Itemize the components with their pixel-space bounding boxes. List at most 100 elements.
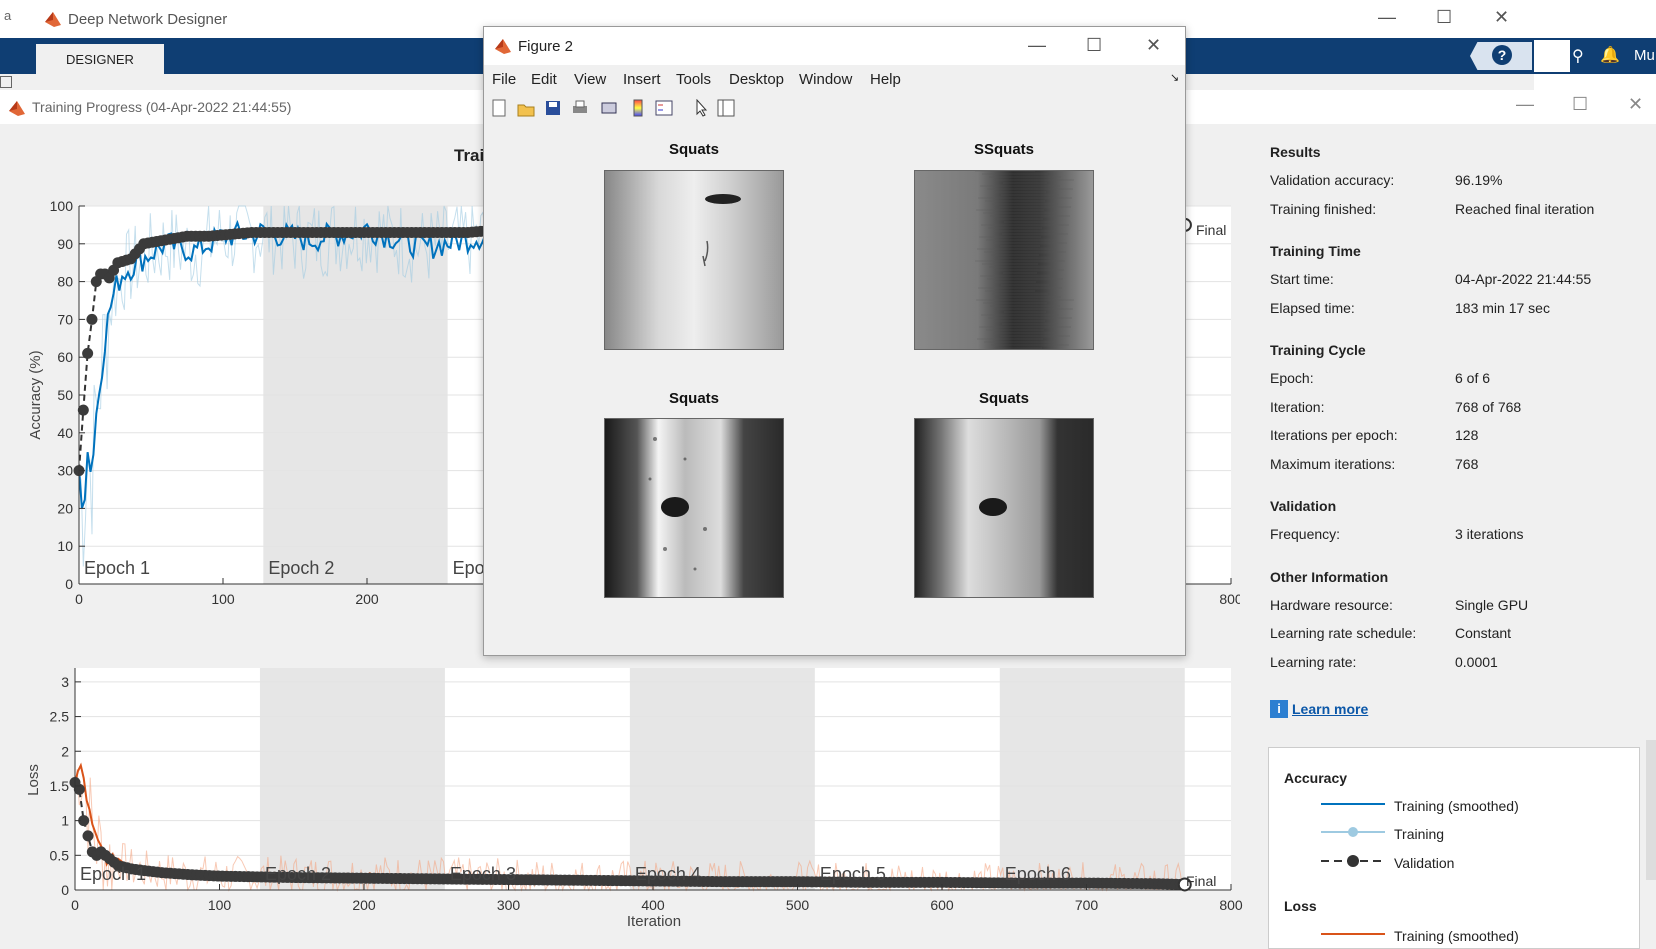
matlab-logo-icon [45,12,61,27]
maximize-icon[interactable]: ☐ [1572,94,1589,114]
legend-accuracy-heading: Accuracy [1284,770,1348,786]
legend-training: Training [1394,826,1445,842]
results-value: Constant [1455,625,1512,641]
maximize-icon[interactable]: ☐ [1436,7,1453,27]
x-tick-label: 700 [1075,897,1099,913]
results-value: 128 [1455,427,1479,443]
validation-point [73,783,85,795]
results-value: 96.19% [1455,172,1503,188]
menu-edit[interactable]: Edit [531,71,557,88]
epoch-label: Epoch 3 [450,864,516,884]
y-tick-label: 70 [57,311,73,327]
menu-tools[interactable]: Tools [676,71,712,88]
minimize-icon[interactable]: — [1378,7,1396,27]
legend-training-smoothed: Training (smoothed) [1394,798,1519,814]
menu-view[interactable]: View [574,71,607,88]
results-label: Iterations per epoch: [1270,427,1398,443]
scrollbar[interactable] [1646,740,1656,880]
maximize-icon[interactable]: ☐ [1086,35,1103,55]
y-tick-label: 40 [57,425,73,441]
y-tick-label: 0.5 [50,847,70,863]
close-icon[interactable]: ✕ [1494,7,1510,27]
rail-image-1 [604,170,784,350]
legend-loss-training-smoothed: Training (smoothed) [1394,928,1519,944]
y-tick-label: 90 [57,236,73,252]
help-button[interactable]: ? [1470,42,1532,70]
results-heading: Validation [1270,498,1337,514]
pointer-icon[interactable] [692,99,710,117]
accuracy-ylabel: Accuracy (%) [27,350,44,439]
minimize-icon[interactable]: — [1028,35,1046,55]
y-tick-label: 100 [50,198,74,214]
learn-more-link[interactable]: i Learn more [1270,700,1368,718]
legend-panel: Accuracy Training (smoothed) Training Va… [1268,747,1640,949]
results-value: 0.0001 [1455,653,1498,670]
y-tick-label: 3 [61,674,69,690]
x-tick-label: 200 [355,591,379,607]
y-tick-label: 60 [57,349,73,365]
bell-icon[interactable]: 🔔 [1600,47,1620,64]
legend-swatches [1321,803,1385,867]
epoch-label: Epoch 4 [635,864,701,884]
results-label: Iteration: [1270,398,1325,415]
final-marker [1177,877,1192,892]
x-tick-label: 300 [497,897,521,913]
results-value: 3 iterations [1455,526,1524,542]
menu-window[interactable]: Window [799,71,853,88]
validation-point [78,815,90,827]
y-tick-label: 30 [57,463,73,479]
loss-ylabel: Loss [25,764,42,796]
results-label: Hardware resource: [1270,596,1393,613]
menu-insert[interactable]: Insert [623,71,661,88]
figure2-menubar [484,65,1185,93]
tab-designer-label: DESIGNER [66,51,134,67]
x-tick-label: 0 [71,897,79,913]
matlab-logo-icon [495,39,511,54]
menu-help[interactable]: Help [870,71,901,88]
dock-arrow-icon[interactable]: ↘ [1170,72,1180,84]
user-label: Mu [1634,47,1655,64]
rail-image-2 [914,170,1094,350]
minimize-icon[interactable]: — [1516,94,1534,114]
x-tick-label: 100 [208,897,232,913]
x-tick-label: 100 [211,591,235,607]
results-label: Maximum iterations: [1270,455,1396,472]
results-label: Elapsed time: [1270,299,1355,316]
results-label: Start time: [1270,271,1334,287]
x-tick-label: 0 [75,591,83,607]
epoch-label: Epoch 1 [80,864,146,884]
close-icon[interactable]: ✕ [1146,35,1162,55]
y-tick-label: 2.5 [50,709,70,725]
epoch-label: Epoch 6 [1005,864,1071,884]
colorbar-icon[interactable] [629,99,647,117]
help-icon: ? [1492,45,1512,65]
y-tick-label: 0 [65,576,73,592]
tab-designer[interactable]: DESIGNER [36,44,164,74]
figure2-toolbar [484,93,1185,124]
property-inspector-icon[interactable] [717,99,735,117]
results-label: Validation accuracy: [1270,172,1395,188]
search-field[interactable] [1534,40,1570,72]
y-tick-label: 20 [57,500,73,516]
menu-desktop[interactable]: Desktop [729,71,785,88]
open-file-icon[interactable] [517,99,535,117]
save-icon[interactable] [544,99,562,117]
legend-validation: Validation [1394,855,1455,871]
results-heading: Results [1270,144,1321,160]
print-icon[interactable] [571,99,589,117]
menu-file[interactable]: File [492,71,517,88]
figure2-title: Figure 2 [518,38,574,55]
link-plot-icon[interactable] [600,99,618,117]
image-title-1: Squats [668,141,719,158]
matlab-logo-icon [9,101,25,116]
x-tick-label: 200 [352,897,376,913]
y-tick-label: 10 [57,538,73,554]
x-tick-label: 400 [641,897,665,913]
image-title-2: SSquats [973,141,1034,158]
close-icon[interactable]: ✕ [1628,94,1644,114]
x-tick-label: 800 [1219,897,1243,913]
validation-point [82,347,94,359]
legend-icon[interactable] [655,99,673,117]
new-figure-icon[interactable] [490,99,508,117]
search-icon[interactable]: ⚲ [1572,48,1584,65]
